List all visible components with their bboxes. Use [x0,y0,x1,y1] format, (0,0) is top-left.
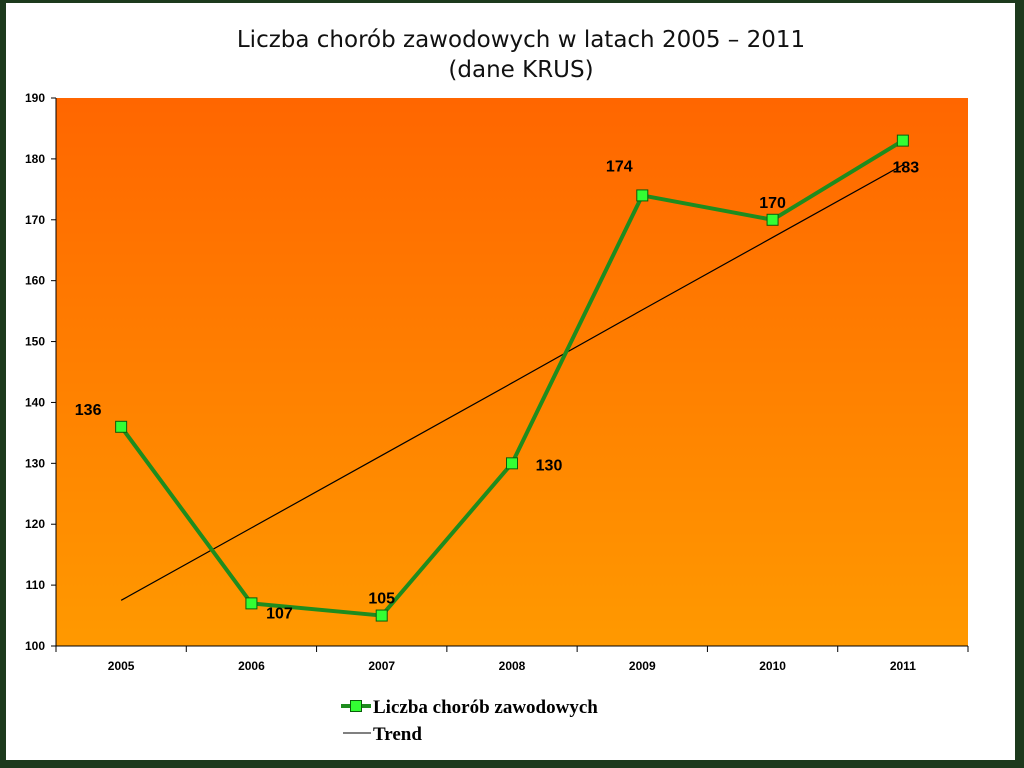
trend-line [120,164,904,601]
x-tick-label: 2010 [759,659,786,673]
legend-series-label: Liczba chorób zawodowych [373,697,598,718]
y-tick-label: 160 [25,274,45,288]
x-tick-label: 2011 [890,659,916,673]
data-point-marker [115,420,128,433]
data-point-marker [766,213,779,226]
chart-title: Liczba chorób zawodowych w latach 2005 –… [237,27,805,53]
data-point-marker [506,457,518,470]
y-tick-label: 100 [25,639,45,653]
x-tick-label: 2006 [238,659,265,673]
chart-subtitle: (dane KRUS) [448,57,593,83]
plot-area [56,98,968,646]
x-tick-label: 2005 [108,659,135,673]
data-point-marker [636,189,649,202]
data-point-marker [245,597,258,610]
data-label: 136 [75,402,102,419]
data-label: 174 [606,158,633,175]
line-chart: Liczba chorób zawodowych w latach 2005 –… [25,27,969,745]
y-tick-label: 140 [25,395,45,409]
data-label: 170 [759,195,786,212]
legend-trend-label: Trend [373,724,422,745]
y-tick-label: 110 [26,578,46,592]
legend: Liczba chorób zawodowych Trend [341,697,598,745]
slide-frame: Liczba chorób zawodowych w latach 2005 –… [6,3,1015,760]
x-tick-label: 2009 [629,659,656,673]
data-label: 130 [536,457,563,474]
y-tick-label: 130 [25,456,45,470]
data-point-marker [375,609,388,622]
x-tick-label: 2007 [368,659,395,673]
data-label: 107 [266,605,293,622]
y-tick-label: 150 [25,335,45,349]
data-point-marker [896,134,909,147]
y-tick-label: 170 [25,213,45,227]
data-label: 183 [893,160,920,177]
y-tick-label: 180 [25,152,45,166]
y-tick-label: 190 [25,91,45,105]
x-tick-label: 2008 [499,659,526,673]
y-tick-label: 120 [25,517,45,531]
data-label: 105 [368,591,395,608]
legend-series-marker [350,700,362,712]
